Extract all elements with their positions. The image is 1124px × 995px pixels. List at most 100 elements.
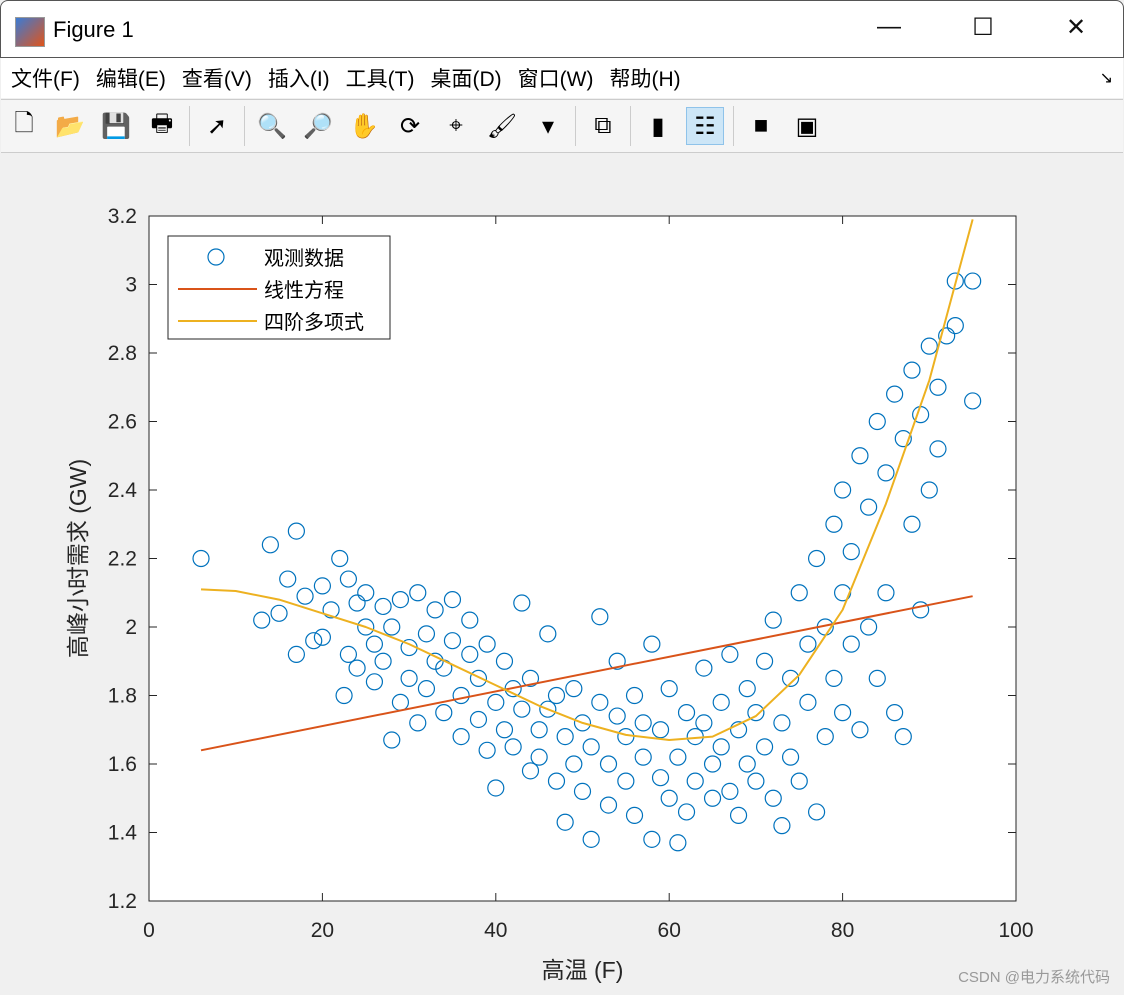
toolbar: 🗋 📂 💾 🖶 ➚ 🔍 🔎 ✋ ⟳ ⌖ 🖌 ▾ ⧉ ▮ ☷ ■ ▣ bbox=[1, 99, 1123, 153]
data-point bbox=[790, 584, 808, 602]
data-point bbox=[964, 392, 982, 410]
data-point bbox=[313, 628, 331, 646]
pan-hand-icon[interactable]: ✋ bbox=[349, 112, 379, 140]
dock-arrow-icon[interactable]: ↘ bbox=[1099, 70, 1113, 87]
data-point bbox=[790, 772, 808, 790]
data-point bbox=[335, 686, 353, 705]
data-point bbox=[773, 817, 791, 835]
data-point bbox=[565, 680, 583, 698]
data-point bbox=[261, 536, 279, 554]
data-point bbox=[695, 714, 713, 732]
print-icon[interactable]: 🖶 bbox=[150, 109, 174, 137]
menu-item[interactable]: 工具(T) bbox=[345, 68, 415, 91]
legend-marker-scatter bbox=[207, 248, 225, 266]
data-point bbox=[478, 635, 496, 653]
data-point bbox=[799, 635, 817, 653]
menu-item[interactable]: 编辑(E) bbox=[95, 68, 166, 91]
data-point bbox=[643, 830, 661, 848]
menu-item[interactable]: 帮助(H) bbox=[609, 68, 681, 91]
rotate-3d-icon[interactable]: ⟳ bbox=[399, 112, 421, 140]
data-point bbox=[833, 481, 852, 499]
data-point bbox=[556, 813, 574, 831]
y-tick-label: 1.8 bbox=[108, 685, 137, 708]
data-point bbox=[452, 686, 470, 705]
save-icon[interactable]: 💾 bbox=[101, 112, 131, 140]
data-point bbox=[851, 721, 869, 739]
data-point bbox=[469, 669, 488, 687]
data-point bbox=[625, 686, 644, 705]
data-point bbox=[322, 601, 340, 619]
data-point bbox=[487, 693, 505, 711]
data-point bbox=[270, 604, 288, 622]
data-point bbox=[279, 570, 297, 588]
y-tick-label: 2.6 bbox=[108, 411, 137, 434]
data-point bbox=[348, 594, 366, 612]
data-point bbox=[469, 710, 488, 729]
zoom-out-icon[interactable]: 🔎 bbox=[303, 112, 333, 140]
data-point bbox=[729, 721, 748, 739]
menu-item[interactable]: 插入(I) bbox=[267, 68, 330, 91]
pointer-icon[interactable]: ➚ bbox=[206, 112, 228, 140]
colorbar-icon[interactable]: ▮ bbox=[651, 112, 665, 140]
data-point bbox=[781, 748, 800, 766]
data-point bbox=[929, 440, 947, 458]
hide-plot-tools-icon[interactable]: ■ bbox=[753, 112, 769, 139]
data-point bbox=[764, 611, 782, 629]
data-point bbox=[868, 669, 886, 687]
show-plot-tools-icon[interactable]: ▣ bbox=[795, 112, 819, 140]
minimize-button[interactable]: — bbox=[877, 13, 901, 40]
data-point bbox=[426, 601, 444, 619]
data-point bbox=[651, 721, 670, 739]
data-point bbox=[738, 680, 756, 698]
brush-icon[interactable]: 🖌 bbox=[486, 112, 518, 140]
data-point bbox=[547, 686, 566, 705]
data-point bbox=[573, 714, 592, 732]
data-point bbox=[417, 680, 436, 698]
data-point bbox=[677, 704, 696, 722]
data-point bbox=[825, 669, 843, 687]
data-point bbox=[513, 594, 531, 612]
close-button[interactable]: ✕ bbox=[1065, 14, 1087, 41]
data-point bbox=[842, 543, 860, 561]
menu-item[interactable]: 桌面(D) bbox=[430, 68, 502, 91]
new-file-icon[interactable]: 🗋 bbox=[14, 109, 34, 137]
data-point bbox=[703, 755, 722, 773]
y-tick-label: 2.4 bbox=[108, 479, 138, 502]
y-tick-label: 2 bbox=[125, 616, 137, 639]
menu-item[interactable]: 窗口(W) bbox=[517, 68, 594, 91]
data-point bbox=[608, 652, 626, 670]
x-tick-label: 60 bbox=[658, 919, 681, 942]
data-point bbox=[721, 645, 739, 664]
data-point bbox=[738, 755, 756, 773]
brush-dropdown-icon[interactable]: ▾ bbox=[541, 112, 555, 140]
menu-item[interactable]: 查看(V) bbox=[181, 68, 252, 91]
data-point bbox=[409, 584, 427, 602]
data-point bbox=[504, 738, 522, 756]
legend-icon[interactable]: ☷ bbox=[686, 107, 724, 145]
data-point bbox=[582, 738, 600, 756]
open-folder-icon[interactable]: 📂 bbox=[55, 112, 85, 140]
link-plot-icon[interactable]: ⧉ bbox=[594, 112, 612, 139]
maximize-button[interactable]: ☐ bbox=[972, 14, 994, 41]
data-point bbox=[660, 680, 678, 698]
data-point bbox=[374, 652, 392, 670]
data-point bbox=[712, 738, 730, 756]
zoom-in-icon[interactable]: 🔍 bbox=[257, 112, 287, 140]
data-point bbox=[287, 645, 305, 664]
menu-item[interactable]: 文件(F) bbox=[11, 68, 80, 91]
data-cursor-icon[interactable]: ⌖ bbox=[449, 112, 463, 139]
data-point bbox=[929, 378, 947, 396]
data-point bbox=[860, 498, 878, 516]
data-point bbox=[530, 748, 548, 766]
data-point bbox=[912, 601, 930, 619]
data-point bbox=[591, 693, 609, 711]
legend-label: 观测数据 bbox=[264, 246, 344, 270]
data-point bbox=[305, 632, 323, 650]
data-point bbox=[495, 652, 514, 670]
data-point bbox=[886, 385, 904, 403]
y-tick-label: 1.4 bbox=[108, 822, 138, 845]
data-point bbox=[634, 714, 652, 732]
data-point bbox=[339, 570, 358, 588]
data-point bbox=[374, 597, 392, 616]
